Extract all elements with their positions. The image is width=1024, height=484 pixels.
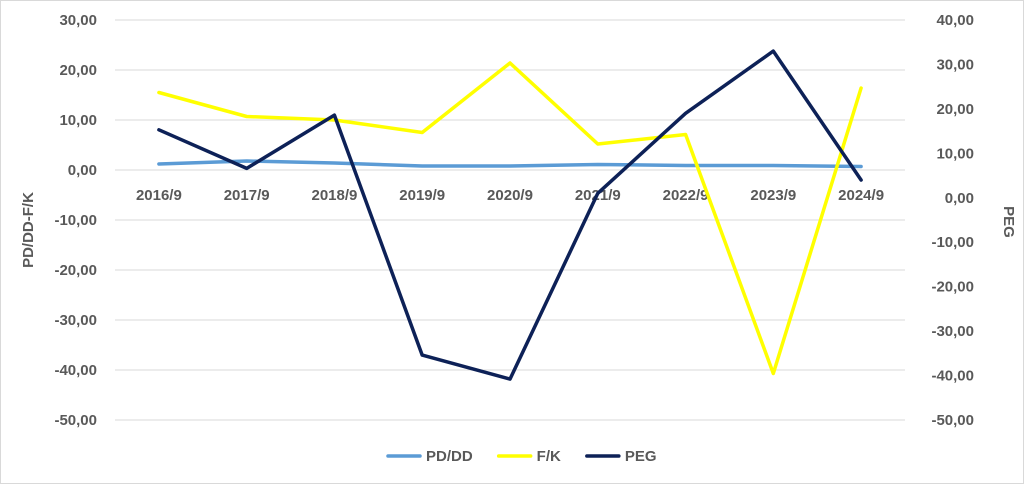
x-tick-label: 2018/9 <box>311 187 357 204</box>
right-tick-label: -20,00 <box>931 279 974 296</box>
left-tick-label: -30,00 <box>54 312 97 329</box>
right-tick-label: -30,00 <box>931 323 974 340</box>
right-tick-label: 30,00 <box>936 56 974 73</box>
right-tick-label: -10,00 <box>931 234 974 251</box>
x-tick-label: 2024/9 <box>838 187 884 204</box>
right-tick-label: 0,00 <box>945 190 974 207</box>
left-tick-label: -10,00 <box>54 212 97 229</box>
left-tick-label: 0,00 <box>68 162 97 179</box>
legend: PD/DD F/K PEG <box>386 448 657 465</box>
series-line-f-k <box>157 61 863 376</box>
right-tick-label: -40,00 <box>931 368 974 385</box>
legend-label-pd-dd: PD/DD <box>426 448 473 465</box>
left-axis-ticks: 30,00 20,00 10,00 0,00 -10,00 -20,00 -30,00 -40… <box>54 12 97 429</box>
x-tick-label: 2019/9 <box>399 187 445 204</box>
legend-label-peg: PEG <box>625 448 657 465</box>
x-tick-label: 2023/9 <box>750 187 796 204</box>
left-tick-label: 20,00 <box>59 62 97 79</box>
left-tick-label: -20,00 <box>54 262 97 279</box>
left-axis-title: PD/DD-F/K <box>20 192 37 268</box>
right-axis-ticks: 40,00 30,00 20,00 10,00 0,00 -10,00 -20,00 -30,… <box>931 12 974 429</box>
x-tick-label: 2020/9 <box>487 187 533 204</box>
left-tick-label: -50,00 <box>54 412 97 429</box>
right-tick-label: 40,00 <box>936 12 974 29</box>
series-line-peg <box>157 49 863 381</box>
right-tick-label: -50,00 <box>931 412 974 429</box>
x-tick-label: 2017/9 <box>224 187 270 204</box>
series-lines <box>157 49 863 381</box>
left-tick-label: 30,00 <box>59 12 97 29</box>
x-axis-ticks: 2016/9 2017/9 2018/9 2019/9 2020/9 2021/9 2022… <box>136 187 884 204</box>
right-axis-title: PEG <box>1000 206 1017 238</box>
right-tick-label: 20,00 <box>936 101 974 118</box>
right-tick-label: 10,00 <box>936 145 974 162</box>
left-tick-label: -40,00 <box>54 362 97 379</box>
left-tick-label: 10,00 <box>59 112 97 129</box>
legend-label-f-k: F/K <box>537 448 561 465</box>
series-line-pd-dd <box>157 159 863 169</box>
x-tick-label: 2022/9 <box>663 187 709 204</box>
x-tick-label: 2016/9 <box>136 187 182 204</box>
